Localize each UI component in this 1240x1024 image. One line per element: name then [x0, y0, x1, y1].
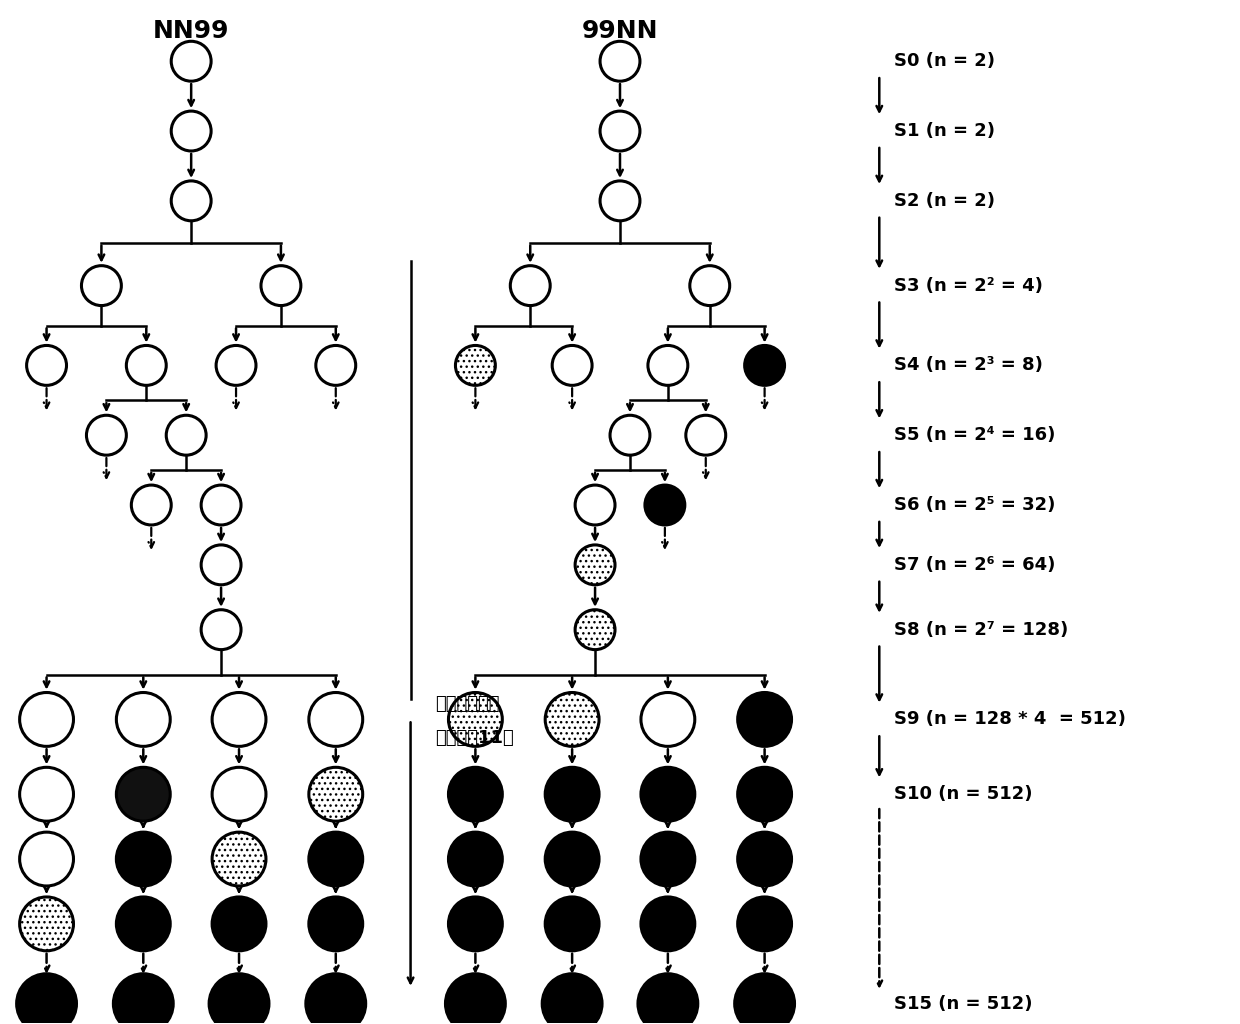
- Circle shape: [734, 974, 795, 1024]
- Circle shape: [212, 833, 265, 886]
- Circle shape: [575, 545, 615, 585]
- Circle shape: [575, 609, 615, 649]
- Circle shape: [686, 416, 725, 455]
- Circle shape: [641, 833, 694, 886]
- Circle shape: [166, 416, 206, 455]
- Circle shape: [212, 897, 265, 951]
- Circle shape: [210, 974, 269, 1024]
- Text: NN99: NN99: [153, 19, 229, 43]
- Circle shape: [738, 692, 791, 746]
- Circle shape: [20, 692, 73, 746]
- Circle shape: [645, 485, 684, 525]
- Circle shape: [87, 416, 126, 455]
- Circle shape: [546, 767, 599, 821]
- Circle shape: [201, 545, 241, 585]
- Text: S10 (n = 512): S10 (n = 512): [894, 785, 1033, 803]
- Circle shape: [260, 265, 301, 305]
- Circle shape: [745, 345, 785, 385]
- Text: S3 (n = 2² = 4): S3 (n = 2² = 4): [894, 276, 1043, 295]
- Text: S15 (n = 512): S15 (n = 512): [894, 994, 1033, 1013]
- Circle shape: [546, 692, 599, 746]
- Circle shape: [117, 692, 170, 746]
- Circle shape: [113, 974, 174, 1024]
- Circle shape: [600, 41, 640, 81]
- Text: 整倍体筛选、: 整倍体筛选、: [435, 694, 500, 713]
- Circle shape: [117, 833, 170, 886]
- Circle shape: [171, 181, 211, 221]
- Text: S1 (n = 2): S1 (n = 2): [894, 122, 996, 140]
- Text: S0 (n = 2): S0 (n = 2): [894, 52, 996, 71]
- Circle shape: [637, 974, 698, 1024]
- Circle shape: [738, 833, 791, 886]
- Circle shape: [171, 111, 211, 151]
- Circle shape: [455, 345, 495, 385]
- Circle shape: [201, 609, 241, 649]
- Circle shape: [449, 767, 502, 821]
- Circle shape: [552, 345, 591, 385]
- Circle shape: [649, 345, 688, 385]
- Circle shape: [542, 974, 603, 1024]
- Text: S5 (n = 2⁴ = 16): S5 (n = 2⁴ = 16): [894, 426, 1055, 444]
- Circle shape: [117, 767, 170, 821]
- Circle shape: [445, 974, 506, 1024]
- Circle shape: [738, 897, 791, 951]
- Circle shape: [26, 345, 67, 385]
- Text: 99NN: 99NN: [582, 19, 658, 43]
- Circle shape: [449, 833, 502, 886]
- Text: S7 (n = 2⁶ = 64): S7 (n = 2⁶ = 64): [894, 556, 1055, 573]
- Circle shape: [20, 833, 73, 886]
- Circle shape: [641, 692, 694, 746]
- Circle shape: [309, 692, 362, 746]
- Circle shape: [126, 345, 166, 385]
- Circle shape: [546, 897, 599, 951]
- Circle shape: [309, 897, 362, 951]
- Text: 连续自交11代: 连续自交11代: [435, 729, 515, 748]
- Circle shape: [201, 485, 241, 525]
- Circle shape: [212, 692, 265, 746]
- Circle shape: [117, 897, 170, 951]
- Circle shape: [316, 345, 356, 385]
- Circle shape: [546, 833, 599, 886]
- Circle shape: [600, 111, 640, 151]
- Circle shape: [131, 485, 171, 525]
- Circle shape: [212, 767, 265, 821]
- Circle shape: [171, 41, 211, 81]
- Circle shape: [16, 974, 77, 1024]
- Text: S4 (n = 2³ = 8): S4 (n = 2³ = 8): [894, 356, 1043, 375]
- Circle shape: [610, 416, 650, 455]
- Text: S6 (n = 2⁵ = 32): S6 (n = 2⁵ = 32): [894, 496, 1055, 514]
- Text: S8 (n = 2⁷ = 128): S8 (n = 2⁷ = 128): [894, 621, 1069, 639]
- Circle shape: [309, 767, 362, 821]
- Circle shape: [216, 345, 255, 385]
- Circle shape: [641, 767, 694, 821]
- Circle shape: [575, 485, 615, 525]
- Circle shape: [309, 833, 362, 886]
- Text: S9 (n = 128 * 4  = 512): S9 (n = 128 * 4 = 512): [894, 711, 1126, 728]
- Circle shape: [20, 767, 73, 821]
- Circle shape: [449, 897, 502, 951]
- Circle shape: [20, 897, 73, 951]
- Text: S2 (n = 2): S2 (n = 2): [894, 191, 996, 210]
- Circle shape: [82, 265, 122, 305]
- Circle shape: [511, 265, 551, 305]
- Circle shape: [306, 974, 366, 1024]
- Circle shape: [738, 767, 791, 821]
- Circle shape: [689, 265, 729, 305]
- Circle shape: [600, 181, 640, 221]
- Circle shape: [449, 692, 502, 746]
- Circle shape: [641, 897, 694, 951]
